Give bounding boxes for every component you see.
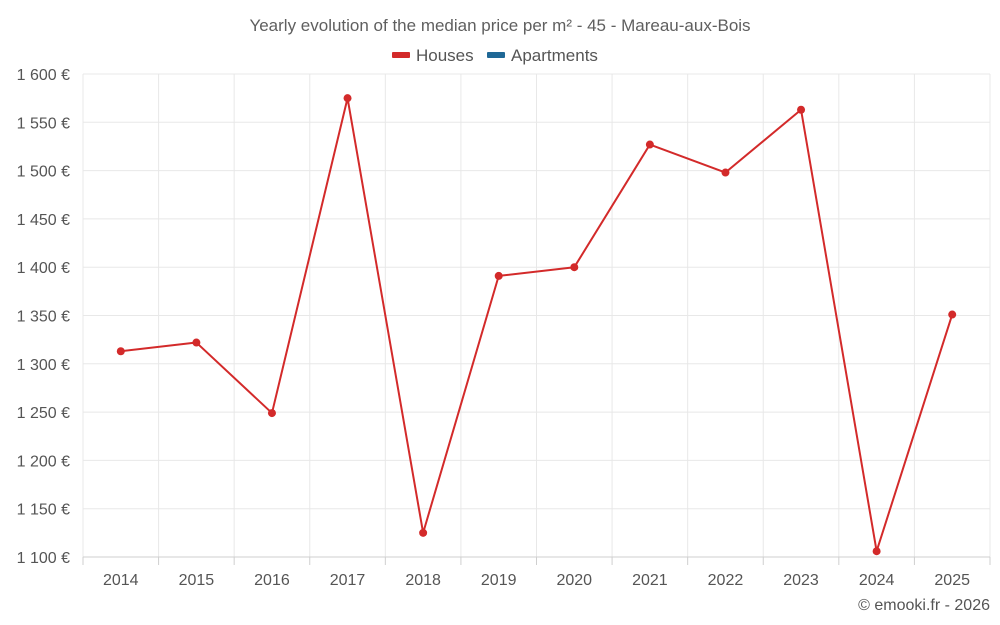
credit-text: © emooki.fr - 2026 — [858, 597, 990, 614]
y-tick-label: 1 400 € — [17, 260, 70, 277]
gridlines — [82, 73, 991, 558]
x-tick-label: 2024 — [859, 572, 895, 589]
data-point-houses[interactable] — [267, 409, 276, 418]
y-tick-label: 1 100 € — [17, 550, 70, 567]
data-point-houses[interactable] — [494, 271, 503, 280]
y-tick-label: 1 600 € — [17, 67, 70, 84]
y-axis-ticks: 1 100 € 1 150 € 1 200 € 1 250 € 1 300 € 1 350… — [17, 67, 70, 567]
legend: Houses Apartments — [392, 46, 598, 65]
x-tick-label: 2017 — [330, 572, 366, 589]
data-point-houses[interactable] — [645, 140, 654, 149]
x-tick-label: 2014 — [103, 572, 139, 589]
legend-label-houses: Houses — [416, 46, 474, 65]
data-point-houses[interactable] — [797, 105, 806, 114]
data-point-houses[interactable] — [948, 310, 957, 319]
legend-item-apartments[interactable]: Apartments — [487, 46, 598, 65]
y-tick-label: 1 200 € — [17, 453, 70, 470]
x-tick-label: 2023 — [783, 572, 819, 589]
y-tick-label: 1 500 € — [17, 164, 70, 181]
data-point-houses[interactable] — [343, 94, 352, 103]
data-point-houses[interactable] — [419, 528, 428, 537]
y-tick-label: 1 300 € — [17, 357, 70, 374]
y-tick-label: 1 450 € — [17, 212, 70, 229]
y-tick-label: 1 250 € — [17, 405, 70, 422]
data-point-houses[interactable] — [872, 547, 881, 556]
data-point-houses[interactable] — [721, 168, 730, 177]
data-point-houses[interactable] — [116, 347, 125, 356]
x-axis-ticks: 2014 2015 2016 2017 2018 2019 2020 2021 2022 2023… — [82, 557, 991, 589]
x-tick-label: 2016 — [254, 572, 290, 589]
series-houses — [116, 94, 957, 556]
x-tick-label: 2021 — [632, 572, 668, 589]
x-tick-label: 2015 — [179, 572, 215, 589]
data-point-houses[interactable] — [192, 338, 201, 347]
legend-item-houses[interactable]: Houses — [392, 46, 474, 65]
x-tick-label: 2020 — [556, 572, 592, 589]
x-tick-label: 2025 — [934, 572, 970, 589]
x-tick-label: 2018 — [405, 572, 441, 589]
x-tick-label: 2022 — [708, 572, 744, 589]
legend-label-apartments: Apartments — [511, 46, 598, 65]
legend-swatch-apartments — [487, 52, 505, 58]
y-tick-label: 1 350 € — [17, 309, 70, 326]
legend-swatch-houses — [392, 52, 410, 58]
data-point-houses[interactable] — [570, 263, 579, 272]
x-tick-label: 2019 — [481, 572, 517, 589]
y-tick-label: 1 150 € — [17, 502, 70, 519]
series-line-houses — [120, 97, 954, 553]
chart-title: Yearly evolution of the median price per… — [249, 16, 750, 35]
y-tick-label: 1 550 € — [17, 115, 70, 132]
